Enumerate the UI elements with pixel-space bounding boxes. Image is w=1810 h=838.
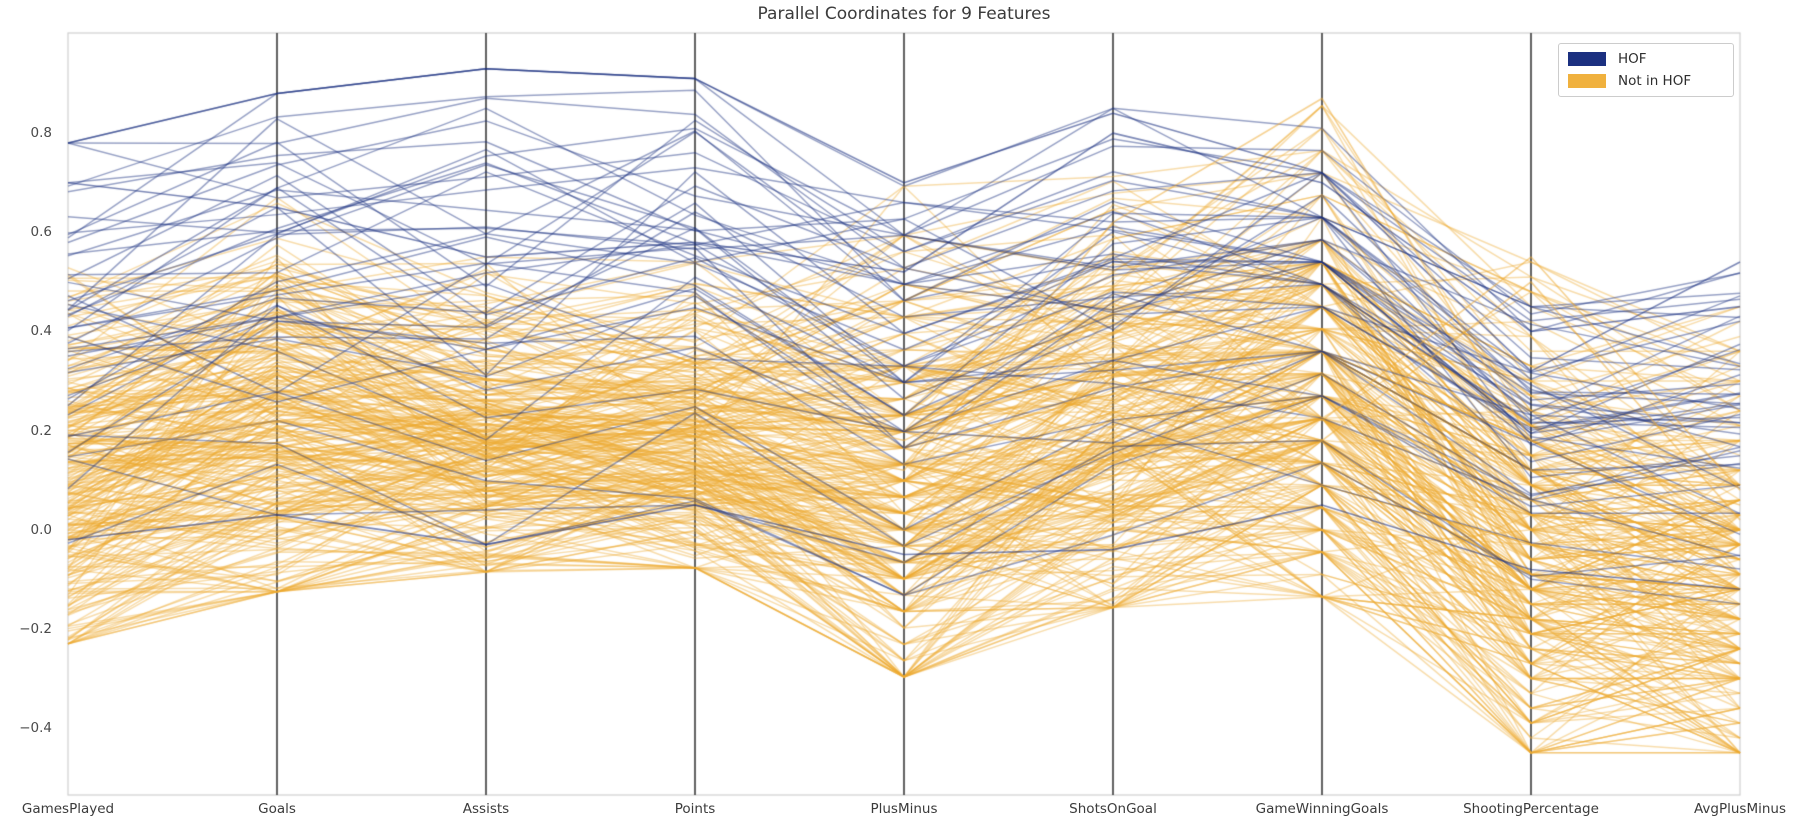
x-axis-label: Goals bbox=[258, 801, 296, 817]
legend-label-hof: HOF bbox=[1618, 51, 1647, 67]
legend-swatch-hof-icon bbox=[1568, 52, 1606, 66]
x-axis-label: ShootingPercentage bbox=[1463, 801, 1599, 817]
x-axis-label: AvgPlusMinus bbox=[1693, 801, 1787, 817]
y-tick-label: 0.0 bbox=[30, 521, 52, 538]
y-tick-label: 0.2 bbox=[30, 422, 52, 439]
legend-item-hof: HOF bbox=[1568, 51, 1723, 67]
y-tick-label: 0.6 bbox=[30, 224, 52, 241]
y-tick-label: −0.4 bbox=[19, 720, 52, 737]
x-axis-label: PlusMinus bbox=[870, 801, 938, 817]
x-axis-label: GamesPlayed bbox=[21, 801, 115, 817]
legend: HOF Not in HOF bbox=[1558, 43, 1734, 97]
legend-swatch-not-in-hof-icon bbox=[1568, 74, 1606, 88]
legend-item-not-in-hof: Not in HOF bbox=[1568, 73, 1723, 89]
legend-label-not-in-hof: Not in HOF bbox=[1618, 73, 1692, 89]
y-tick-label: 0.4 bbox=[30, 323, 52, 340]
y-tick-label: −0.2 bbox=[19, 620, 52, 637]
x-axis-label: Points bbox=[674, 801, 716, 817]
x-axis-label: Assists bbox=[462, 801, 510, 817]
x-axis-label: GameWinningGoals bbox=[1255, 801, 1389, 817]
chart-title: Parallel Coordinates for 9 Features bbox=[757, 4, 1051, 24]
y-tick-label: 0.8 bbox=[30, 125, 52, 142]
x-axis-label: ShotsOnGoal bbox=[1069, 801, 1157, 817]
